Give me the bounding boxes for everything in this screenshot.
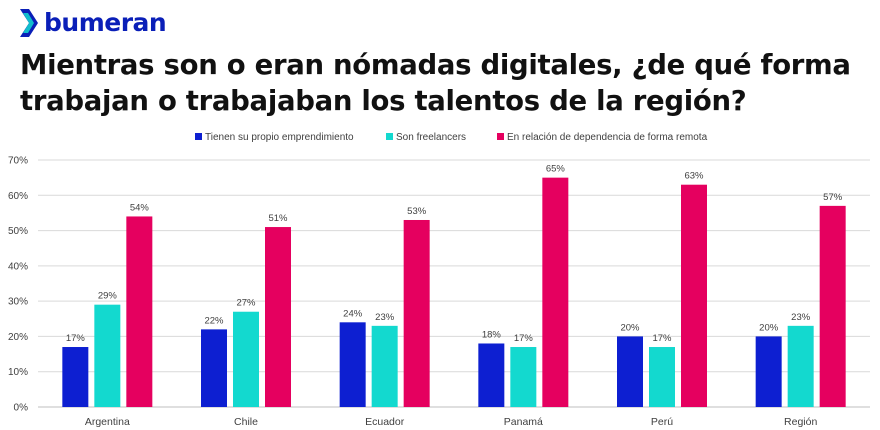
y-tick-label: 30% xyxy=(8,297,28,308)
bar xyxy=(126,216,153,407)
x-category-label: Región xyxy=(784,416,817,428)
bar xyxy=(94,304,121,407)
x-category-label: Perú xyxy=(651,416,673,428)
bar-value-label: 54% xyxy=(130,202,150,213)
bar-value-label: 51% xyxy=(268,213,288,224)
bar-value-label: 22% xyxy=(204,315,224,326)
bar xyxy=(233,311,259,407)
bar xyxy=(649,347,675,407)
bumeran-logo-icon xyxy=(20,8,38,37)
bar-value-label: 57% xyxy=(823,192,843,203)
y-tick-label: 10% xyxy=(8,367,28,378)
bar-value-label: 65% xyxy=(546,164,566,175)
bar-value-label: 20% xyxy=(620,322,640,333)
x-category-label: Chile xyxy=(234,416,258,428)
bar xyxy=(403,219,430,407)
y-tick-label: 50% xyxy=(8,226,28,237)
bar xyxy=(755,336,782,407)
bar xyxy=(510,347,537,407)
y-tick-label: 20% xyxy=(8,332,28,343)
bar-value-label: 18% xyxy=(482,329,502,340)
brand-name: bumeran xyxy=(44,8,167,37)
bar-value-label: 24% xyxy=(343,308,363,319)
y-tick-label: 0% xyxy=(14,403,29,414)
bar-value-label: 20% xyxy=(759,322,779,333)
y-tick-label: 40% xyxy=(8,261,28,272)
bar xyxy=(542,177,569,407)
bar-value-label: 17% xyxy=(652,333,672,344)
y-tick-label: 60% xyxy=(8,191,28,202)
bar-value-label: 29% xyxy=(98,291,118,302)
bar-value-label: 23% xyxy=(791,312,811,323)
bar-value-label: 17% xyxy=(514,333,534,344)
bar xyxy=(265,227,291,407)
legend-entry-label: Son freelancers xyxy=(396,132,466,143)
bar-value-label: 23% xyxy=(375,312,395,323)
legend-swatch xyxy=(195,133,202,140)
bar xyxy=(787,325,814,407)
bar xyxy=(371,325,398,407)
bar-value-label: 53% xyxy=(407,206,427,217)
x-category-label: Panamá xyxy=(504,416,543,428)
brand-logo: bumeran xyxy=(20,8,167,37)
legend-entry-label: En relación de dependencia de forma remo… xyxy=(507,132,708,143)
bar xyxy=(478,343,505,407)
bar xyxy=(681,184,707,407)
y-tick-label: 70% xyxy=(8,156,28,167)
bar xyxy=(62,347,89,407)
bar-value-label: 27% xyxy=(236,298,256,309)
legend-swatch xyxy=(497,133,504,140)
legend-swatch xyxy=(386,133,393,140)
bar xyxy=(339,322,366,407)
bar-value-label: 17% xyxy=(66,333,86,344)
bar xyxy=(819,205,846,407)
x-category-label: Ecuador xyxy=(365,416,405,428)
bar-value-label: 63% xyxy=(684,171,704,182)
legend-entry-label: Tienen su propio emprendimiento xyxy=(205,132,354,143)
bar xyxy=(201,329,227,407)
bar xyxy=(617,336,643,407)
x-category-label: Argentina xyxy=(85,416,130,428)
page-title: Mientras son o eran nómadas digitales, ¿… xyxy=(20,49,851,117)
